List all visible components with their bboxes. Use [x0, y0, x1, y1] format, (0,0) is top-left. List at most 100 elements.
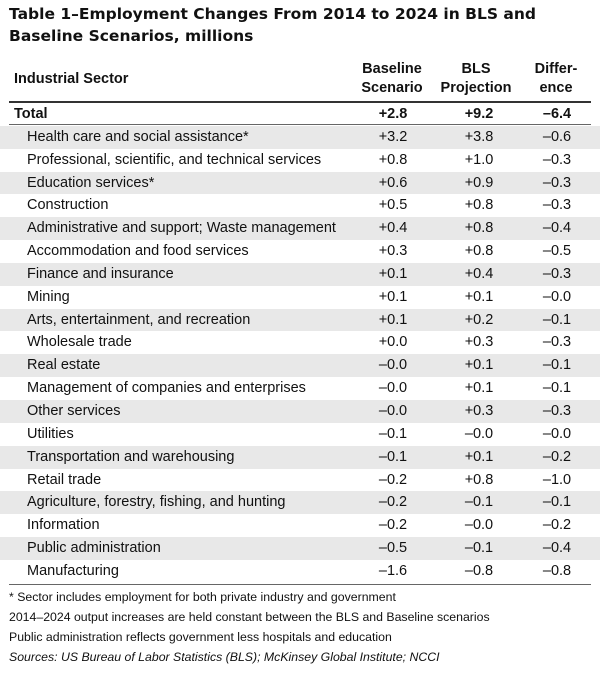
header-baseline-line1: Baseline — [362, 61, 422, 77]
total-label: Total — [14, 106, 48, 122]
difference-value: –0.3 — [542, 151, 572, 168]
sector-name: Information — [27, 517, 100, 534]
header-difference: Differ- ence — [518, 60, 594, 98]
note-public-administration: Public administration reflects governmen… — [9, 630, 392, 644]
baseline-value: –0.2 — [378, 517, 408, 534]
bls-value: +0.9 — [464, 174, 494, 191]
table-notes: * Sector includes employment for both pr… — [9, 587, 594, 667]
sector-name: Other services — [27, 402, 121, 419]
table-row: Information –0.2 –0.0 –0.2 — [0, 514, 600, 537]
header-baseline-line2: Scenario — [361, 80, 423, 96]
baseline-value: +0.6 — [378, 174, 408, 191]
header-diff-line2: ence — [539, 80, 573, 96]
total-divider — [9, 124, 591, 125]
sector-name: Utilities — [27, 425, 74, 442]
baseline-value: –0.1 — [378, 425, 408, 442]
baseline-value: –0.1 — [378, 448, 408, 465]
sector-name: Administrative and support; Waste manage… — [27, 220, 336, 237]
header-divider — [9, 101, 591, 103]
baseline-value: +0.8 — [378, 151, 408, 168]
difference-value: –0.3 — [542, 174, 572, 191]
sector-name: Health care and social assistance* — [27, 128, 249, 145]
table-row: Construction +0.5 +0.8 –0.3 — [0, 194, 600, 217]
header-bls-line2: Projection — [440, 80, 512, 96]
bls-value: +0.3 — [464, 334, 494, 351]
sector-name: Finance and insurance — [27, 265, 174, 282]
table-bottom-divider — [9, 584, 591, 585]
sector-name: Management of companies and enterprises — [27, 380, 306, 397]
baseline-value: –0.0 — [378, 402, 408, 419]
bls-value: +0.1 — [464, 357, 494, 374]
baseline-value: +3.2 — [378, 128, 408, 145]
sector-name: Public administration — [27, 540, 161, 557]
bls-value: –0.0 — [464, 517, 494, 534]
sector-name: Mining — [27, 288, 70, 305]
table-row: Other services –0.0 +0.3 –0.3 — [0, 399, 600, 423]
sector-name: Wholesale trade — [27, 334, 132, 351]
table-row: Real estate –0.0 +0.1 –0.1 — [0, 354, 600, 378]
table-header: Industrial Sector Baseline Scenario BLS … — [0, 58, 600, 102]
total-bls-value: +9.2 — [464, 106, 494, 122]
difference-value: –0.0 — [542, 288, 572, 305]
table-row: Transportation and warehousing –0.1 +0.1 –0… — [0, 445, 600, 469]
difference-value: –0.3 — [542, 265, 572, 282]
bls-value: +0.4 — [464, 265, 494, 282]
header-bls-line1: BLS — [461, 61, 491, 77]
bls-value: +0.8 — [464, 243, 494, 260]
baseline-value: +0.3 — [378, 243, 408, 260]
note-output-constant: 2014–2024 output increases are held cons… — [9, 610, 490, 624]
table-row: Utilities –0.1 –0.0 –0.0 — [0, 423, 600, 446]
bls-value: +0.1 — [464, 380, 494, 397]
bls-value: –0.1 — [464, 540, 494, 557]
header-industrial-sector: Industrial Sector — [14, 71, 129, 87]
header-diff-line1: Differ- — [534, 61, 578, 77]
difference-value: –1.0 — [542, 471, 572, 488]
sector-name: Manufacturing — [27, 562, 119, 579]
difference-value: –0.1 — [542, 311, 572, 328]
difference-value: –0.5 — [542, 243, 572, 260]
baseline-value: +0.1 — [378, 288, 408, 305]
sector-rows: Health care and social assistance* +3.2 +3… — [0, 125, 600, 583]
difference-value: –0.3 — [542, 197, 572, 214]
table-row: Education services* +0.6 +0.9 –0.3 — [0, 171, 600, 195]
difference-value: –0.2 — [542, 517, 572, 534]
table-row: Agriculture, forestry, fishing, and hunt… — [0, 491, 600, 515]
table-row: Health care and social assistance* +3.2 +3… — [0, 125, 600, 149]
total-baseline-value: +2.8 — [378, 106, 408, 122]
sector-name: Accommodation and food services — [27, 243, 249, 260]
difference-value: –0.8 — [542, 562, 572, 579]
sector-name: Agriculture, forestry, fishing, and hunt… — [27, 494, 286, 511]
difference-value: –0.6 — [542, 128, 572, 145]
table-row: Accommodation and food services +0.3 +0.8 –… — [0, 240, 600, 263]
baseline-value: –1.6 — [378, 562, 408, 579]
difference-value: –0.3 — [542, 334, 572, 351]
table-body: Total +2.8 +9.2 –6.4 Health care and soc… — [0, 103, 600, 583]
baseline-value: –0.2 — [378, 471, 408, 488]
difference-value: –0.4 — [542, 220, 572, 237]
difference-value: –0.4 — [542, 540, 572, 557]
sector-name: Construction — [27, 197, 109, 214]
baseline-value: +0.1 — [378, 265, 408, 282]
difference-value: –0.1 — [542, 357, 572, 374]
baseline-value: –0.0 — [378, 357, 408, 374]
table-row: Professional, scientific, and technical … — [0, 149, 600, 172]
bls-value: +0.1 — [464, 448, 494, 465]
note-sector-footnote: * Sector includes employment for both pr… — [9, 590, 396, 604]
difference-value: –0.0 — [542, 425, 572, 442]
table-row: Arts, entertainment, and recreation +0.1 +… — [0, 308, 600, 332]
table-row: Manufacturing –1.6 –0.8 –0.8 — [0, 560, 600, 583]
table-title: Table 1–Employment Changes From 2014 to … — [9, 5, 536, 45]
bls-value: +0.8 — [464, 197, 494, 214]
baseline-value: +0.0 — [378, 334, 408, 351]
table-row: Retail trade –0.2 +0.8 –1.0 — [0, 469, 600, 492]
bls-value: –0.1 — [464, 494, 494, 511]
sector-name: Arts, entertainment, and recreation — [27, 311, 251, 328]
baseline-value: –0.2 — [378, 494, 408, 511]
total-difference-value: –6.4 — [542, 106, 572, 122]
bls-value: +3.8 — [464, 128, 494, 145]
difference-value: –0.2 — [542, 448, 572, 465]
header-baseline-scenario: Baseline Scenario — [354, 60, 430, 98]
table-row: Wholesale trade +0.0 +0.3 –0.3 — [0, 331, 600, 354]
total-row: Total +2.8 +9.2 –6.4 — [0, 103, 600, 126]
